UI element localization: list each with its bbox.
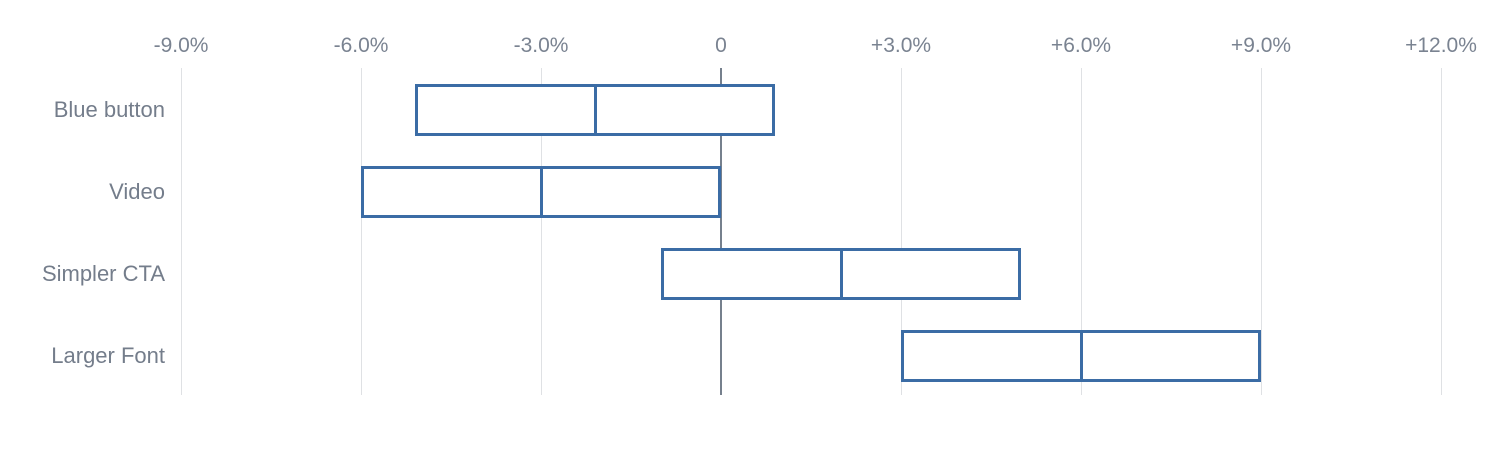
zero-axis-line (720, 68, 722, 395)
x-tick-label--6: -6.0% (333, 34, 389, 57)
mean-divider-video (539, 169, 543, 215)
gridline--3 (540, 68, 542, 395)
x-tick-label-9: +9.0% (1230, 34, 1292, 57)
range-bar-simpler-cta (661, 248, 1021, 300)
gridline-6 (1080, 68, 1082, 395)
x-tick-label-6: +6.0% (1050, 34, 1112, 57)
gridline--9 (180, 68, 182, 395)
range-bar-video (361, 166, 721, 218)
range-bar-blue-button (415, 84, 775, 136)
category-label-video: Video (109, 179, 165, 204)
x-tick-label-0: 0 (715, 34, 727, 57)
gridline-3 (900, 68, 902, 395)
x-tick-label-12: +12.0% (1405, 34, 1477, 57)
gridline--6 (360, 68, 362, 395)
x-tick-label--9: -9.0% (153, 34, 209, 57)
range-bar-larger-font (901, 330, 1261, 382)
category-label-blue-button: Blue button (53, 97, 165, 122)
x-tick-label--3: -3.0% (513, 34, 569, 57)
category-label-simpler-cta: Simpler CTA (41, 261, 165, 286)
mean-divider-blue-button (593, 87, 597, 133)
gridline-9 (1260, 68, 1262, 395)
mean-divider-simpler-cta (839, 251, 843, 297)
gridline-12 (1440, 68, 1442, 395)
mean-divider-larger-font (1079, 333, 1083, 379)
x-tick-label-3: +3.0% (870, 34, 932, 57)
category-label-larger-font: Larger Font (51, 343, 165, 368)
